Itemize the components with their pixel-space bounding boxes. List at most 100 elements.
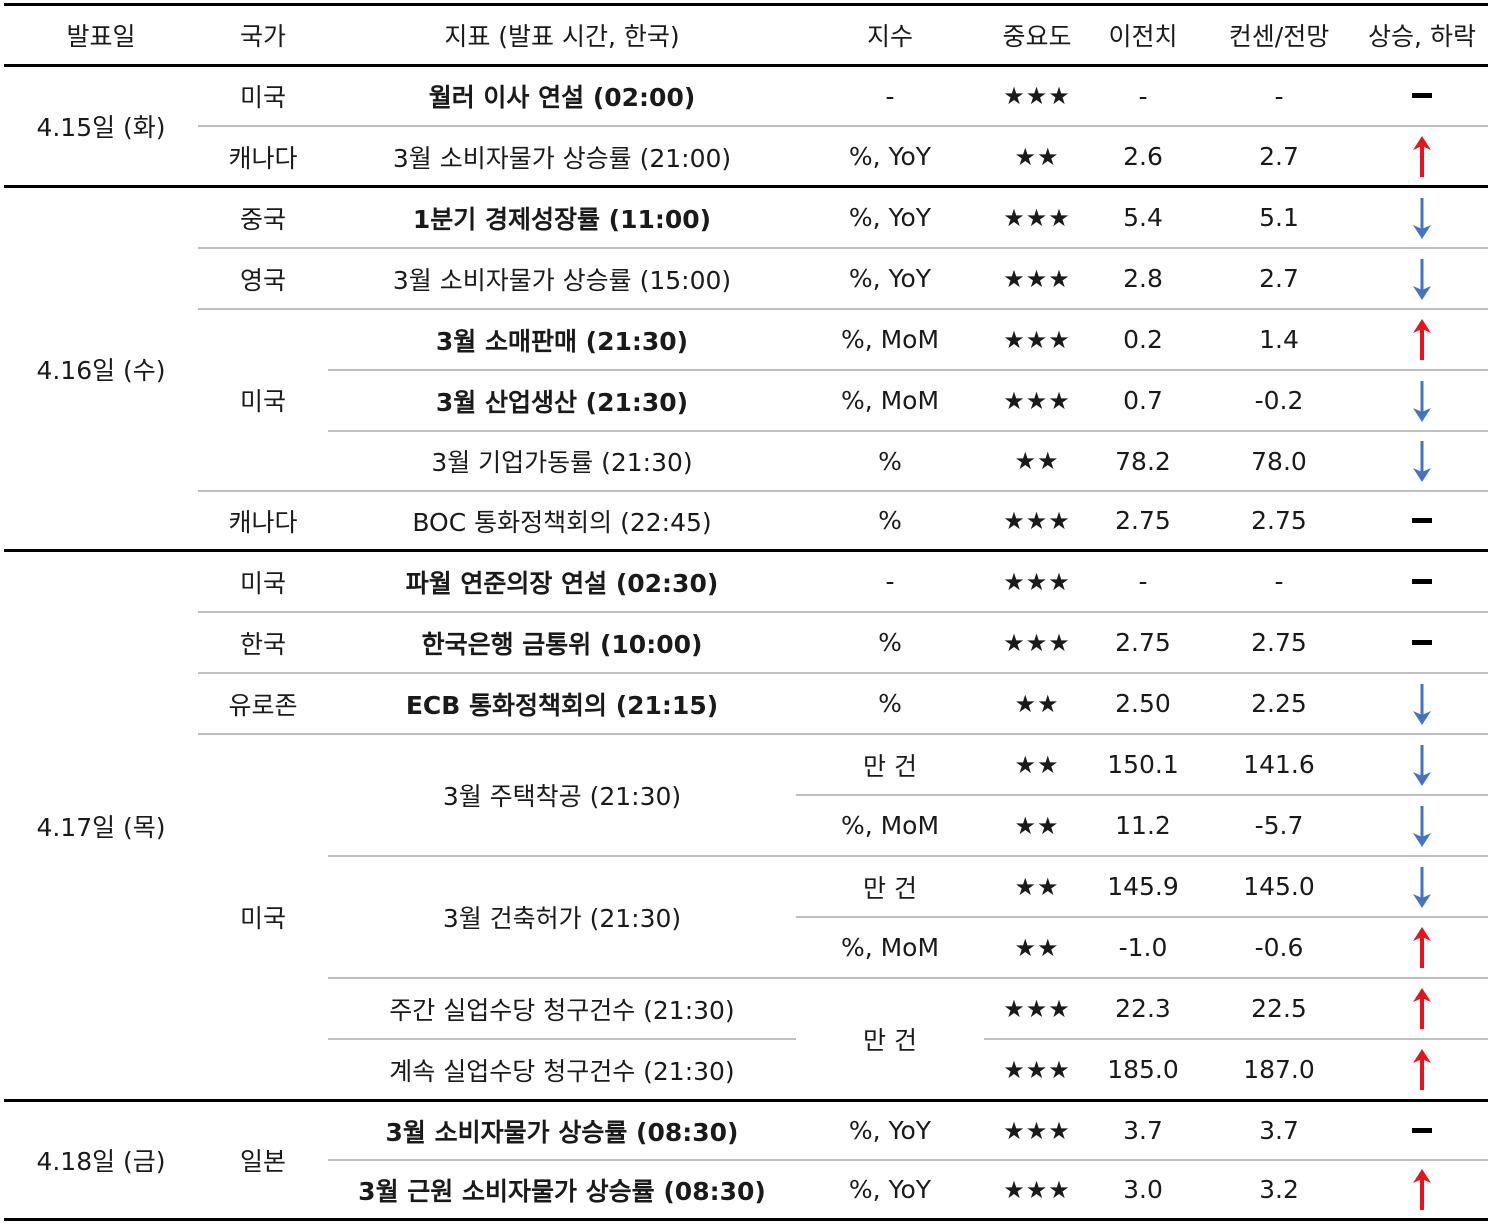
consensus-cell: 2.75: [1251, 506, 1307, 535]
row-divider: [198, 611, 1488, 613]
arrow-up-icon: [1413, 1168, 1431, 1210]
previous-cell: 2.6: [1123, 142, 1163, 171]
consensus-cell: -0.2: [1254, 386, 1304, 415]
indicator-cell: 3월 주택착공 (21:30): [442, 782, 682, 811]
country-cell: 일본: [239, 1147, 286, 1176]
arrow-down-icon: [1413, 197, 1431, 239]
arrow-down-icon: [1413, 866, 1431, 908]
index-cell: %, YoY: [848, 1116, 932, 1145]
arrow-up-icon: [1413, 318, 1431, 360]
arrow-down-icon: [1413, 805, 1431, 847]
importance-cell: ★★★: [1003, 628, 1071, 657]
previous-cell: 2.75: [1115, 628, 1171, 657]
consensus-cell: -5.7: [1254, 811, 1304, 840]
importance-cell: ★★: [1014, 689, 1060, 718]
index-cell: 만 건: [863, 873, 917, 903]
indicator-cell: 월러 이사 연설 (02:00): [428, 83, 696, 112]
row-divider: [328, 855, 1488, 857]
consensus-cell: 2.7: [1259, 142, 1299, 171]
country-cell: 미국: [239, 568, 286, 598]
flat-dash-icon: [1412, 93, 1432, 98]
row-divider: [328, 1159, 1488, 1161]
header-index: 지수: [866, 22, 913, 51]
indicator-cell: 3월 소비자물가 상승률 (08:30): [385, 1117, 739, 1147]
country-cell: 미국: [239, 904, 286, 933]
consensus-cell: 1.4: [1259, 325, 1299, 354]
consensus-cell: 2.75: [1251, 628, 1307, 657]
importance-cell: ★★: [1014, 142, 1060, 171]
arrow-down-icon: [1413, 258, 1431, 300]
importance-cell: ★★★: [1003, 82, 1071, 110]
country-cell: 캐나다: [228, 143, 298, 173]
country-cell: 유로존: [228, 690, 298, 720]
indicator-cell: 계속 실업수당 청구건수 (21:30): [389, 1056, 735, 1086]
indicator-cell: 3월 근원 소비자물가 상승률 (08:30): [358, 1176, 766, 1206]
importance-cell: ★★★: [1003, 567, 1071, 596]
country-cell: 영국: [239, 265, 286, 295]
row-divider: [198, 672, 1488, 674]
country-cell: 미국: [239, 83, 286, 112]
previous-cell: 2.75: [1115, 506, 1171, 535]
importance-cell: ★★: [1014, 750, 1060, 779]
index-cell: %, YoY: [848, 203, 932, 232]
row-divider: [796, 794, 1488, 796]
indicator-cell: 한국은행 금통위 (10:00): [421, 629, 703, 659]
index-cell: 만 건: [863, 751, 917, 781]
indicator-cell: ECB 통화정책회의 (21:15): [405, 690, 719, 720]
index-cell: %: [878, 689, 902, 718]
index-cell: %: [878, 628, 902, 657]
previous-cell: 5.4: [1123, 203, 1163, 232]
index-cell: 만 건: [863, 1026, 917, 1055]
index-cell: %, YoY: [848, 142, 932, 171]
header-date: 발표일: [66, 22, 136, 51]
importance-cell: ★★★: [1003, 506, 1071, 535]
previous-cell: -: [1138, 567, 1148, 596]
arrow-down-icon: [1413, 744, 1431, 786]
previous-cell: 3.7: [1123, 1116, 1163, 1145]
consensus-cell: 3.2: [1259, 1175, 1299, 1204]
country-cell: 캐나다: [228, 507, 298, 537]
flat-dash-icon: [1412, 1127, 1432, 1133]
row-divider: [328, 1038, 796, 1040]
importance-cell: ★★★: [1003, 386, 1071, 415]
arrow-up-icon: [1413, 987, 1431, 1029]
flat-dash-icon: [1412, 639, 1432, 645]
importance-cell: ★★★: [1003, 203, 1071, 232]
previous-cell: 145.9: [1107, 872, 1179, 901]
importance-cell: ★★★: [1003, 325, 1071, 354]
previous-cell: 22.3: [1115, 994, 1171, 1023]
arrow-up-icon: [1413, 1048, 1431, 1090]
consensus-cell: -0.6: [1254, 933, 1304, 962]
group-divider: [4, 1099, 1488, 1102]
importance-cell: ★★★: [1003, 1116, 1071, 1145]
importance-cell: ★★: [1014, 933, 1060, 962]
previous-cell: 150.1: [1107, 750, 1179, 779]
indicator-cell: 3월 건축허가 (21:30): [442, 904, 682, 933]
country-cell: 한국: [239, 629, 286, 659]
index-cell: %, YoY: [848, 264, 932, 293]
header-importance: 중요도: [1002, 22, 1072, 51]
importance-cell: ★★: [1014, 447, 1060, 475]
consensus-cell: 5.1: [1259, 203, 1299, 232]
consensus-cell: 145.0: [1243, 872, 1315, 901]
importance-cell: ★★: [1014, 811, 1060, 840]
row-divider: [984, 1038, 1488, 1040]
row-divider: [328, 977, 1488, 979]
indicator-cell: 1분기 경제성장률 (11:00): [412, 204, 712, 234]
row-divider: [198, 247, 1488, 249]
consensus-cell: 2.7: [1259, 264, 1299, 293]
header-previous: 이전치: [1108, 22, 1178, 51]
index-cell: %, MoM: [840, 933, 940, 962]
consensus-cell: 78.0: [1251, 446, 1307, 476]
indicator-cell: 3월 기업가동률 (21:30): [431, 448, 693, 477]
consensus-cell: 187.0: [1243, 1055, 1315, 1084]
index-cell: -: [885, 567, 895, 596]
index-cell: %, MoM: [840, 811, 940, 840]
flat-dash-icon: [1412, 517, 1432, 523]
arrow-down-icon: [1413, 380, 1431, 422]
group-divider: [4, 185, 1488, 188]
indicator-cell: 3월 소매판매 (21:30): [435, 326, 689, 356]
consensus-cell: 2.25: [1251, 689, 1307, 718]
row-divider: [328, 430, 1488, 432]
consensus-cell: 22.5: [1251, 994, 1307, 1023]
